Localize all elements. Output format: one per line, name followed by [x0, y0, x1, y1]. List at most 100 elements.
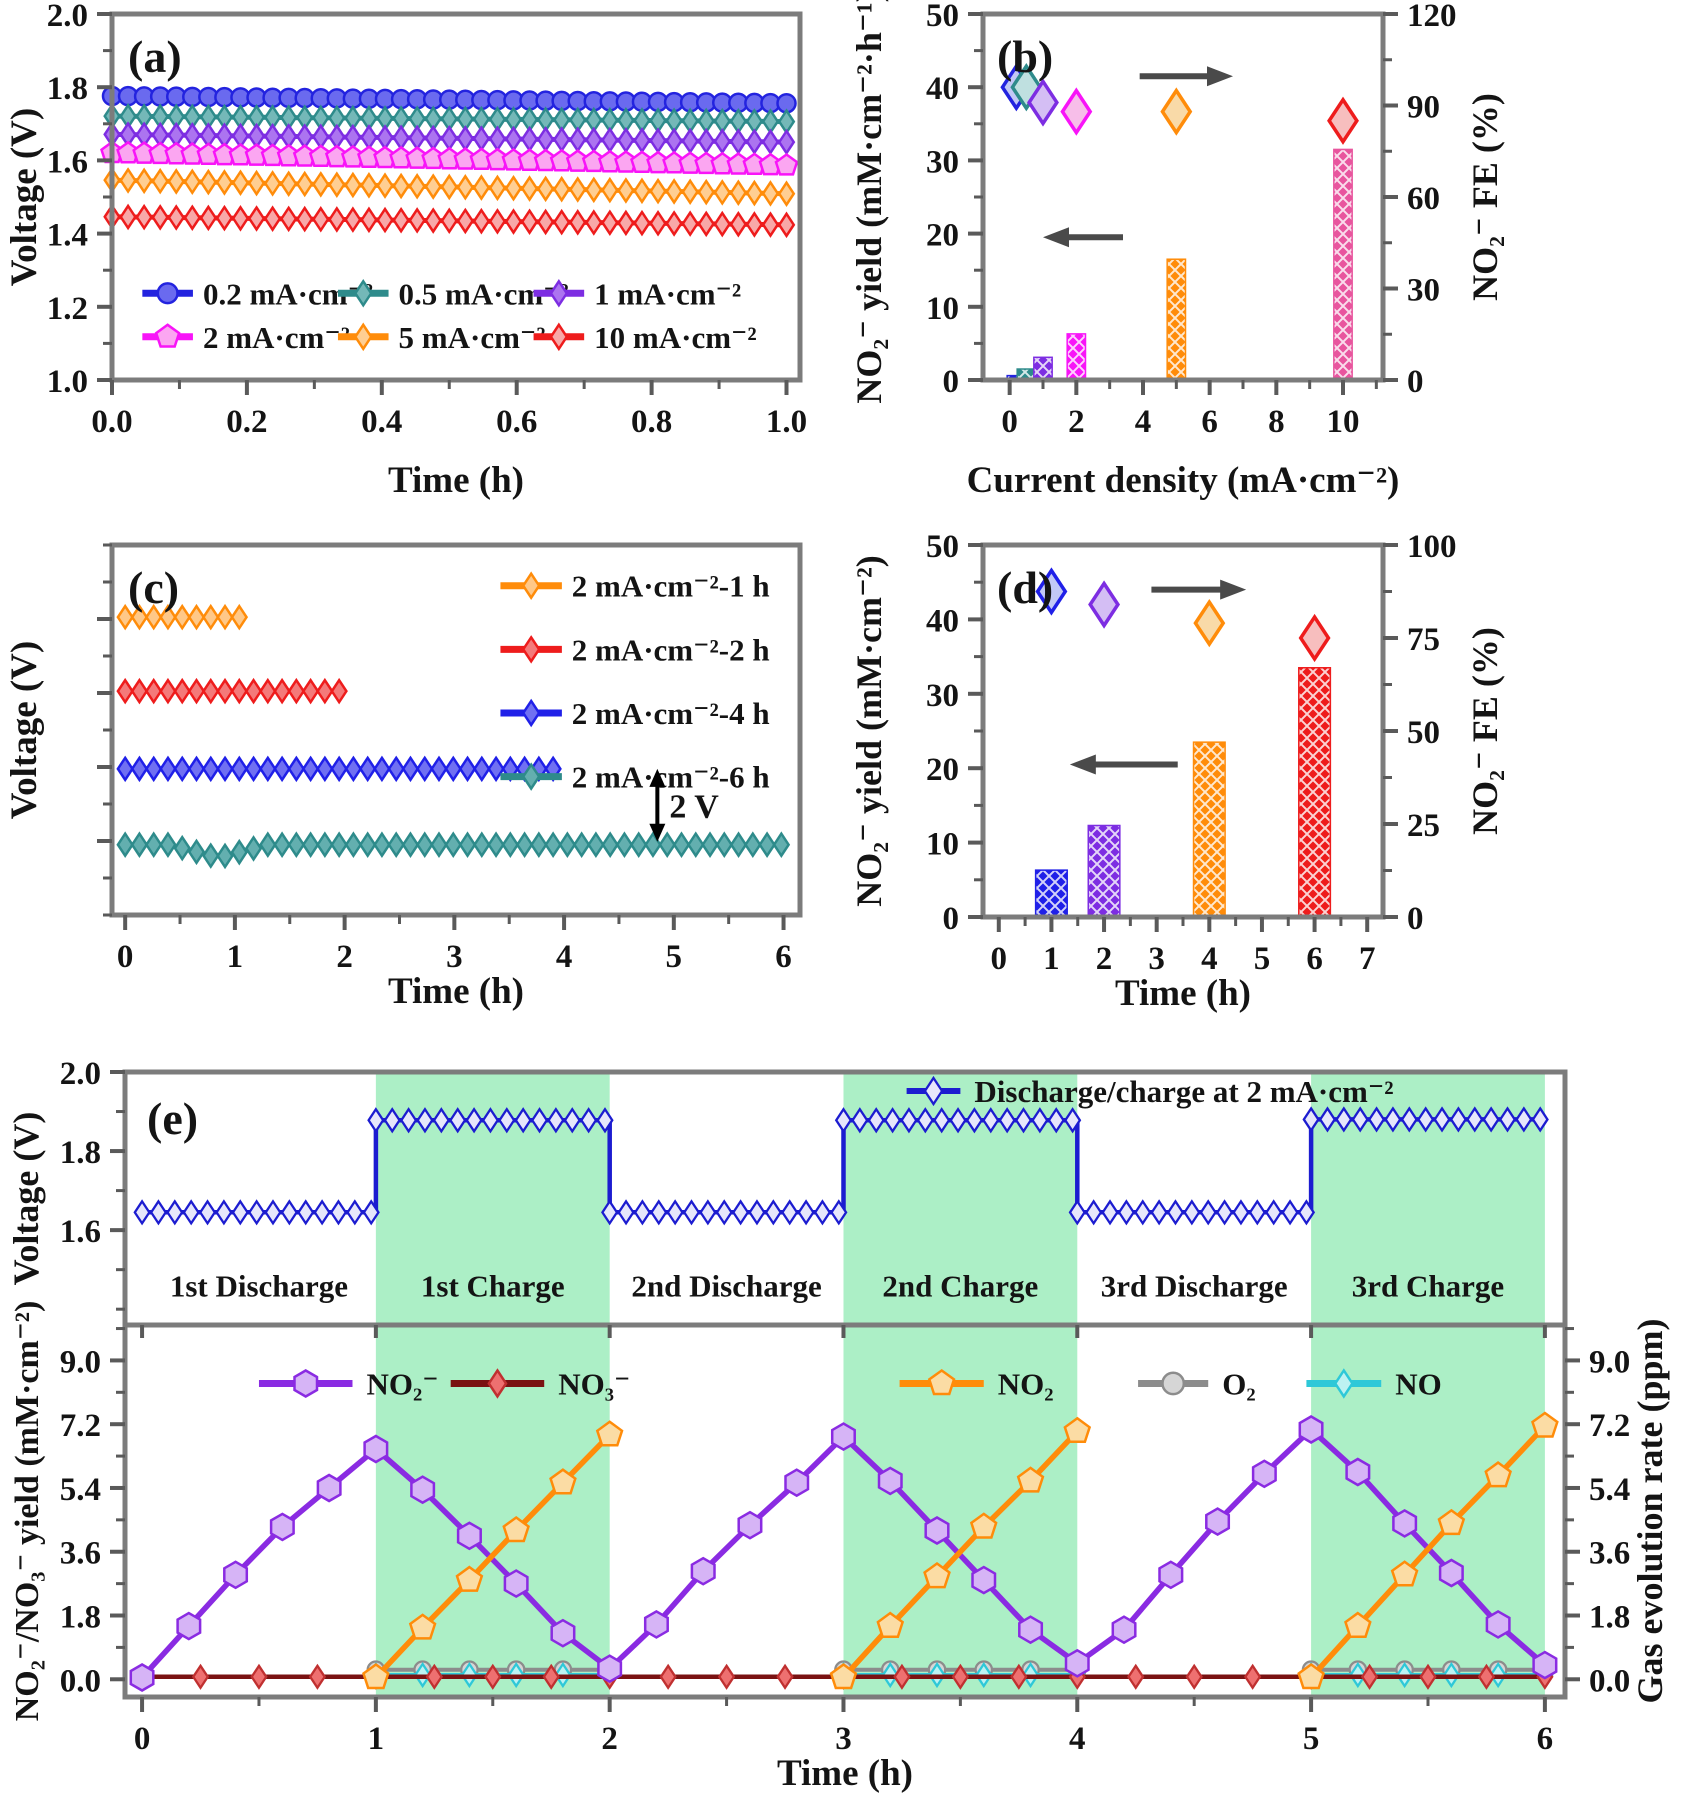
marker-diamond: [295, 205, 314, 233]
text-label: (a): [128, 31, 182, 82]
marker-diamond: [1417, 1106, 1435, 1133]
marker-diamond: [758, 831, 776, 858]
marker-diamond: [330, 831, 348, 858]
panel-c: 0 1 2 3 4 5 6 Time (h) Voltage (V) (c) 2 mA·cm⁻²-1…: [4, 542, 803, 1012]
marker-diamond: [672, 831, 691, 858]
marker-diamond: [585, 126, 603, 154]
marker-diamond: [487, 1368, 508, 1399]
marker-diamond: [173, 755, 191, 783]
marker-diamond: [549, 322, 569, 352]
marker-diamond: [247, 205, 266, 232]
text-label: 2: [336, 939, 353, 975]
marker-diamond: [216, 603, 234, 631]
voltage-series: [133, 1106, 1549, 1226]
marker-diamond: [1014, 1107, 1033, 1134]
text-label: 5.4: [1589, 1472, 1630, 1508]
text-label: 5.4: [60, 1472, 101, 1508]
series-0.2 mA·cm⁻²: [101, 85, 797, 114]
marker-diamond: [373, 755, 391, 783]
marker-pentagon: [1063, 1416, 1092, 1444]
marker-diamond: [520, 208, 539, 236]
marker-diamond: [563, 1107, 581, 1134]
text-label: Voltage (V): [4, 641, 45, 819]
marker-diamond: [504, 174, 523, 202]
marker-diamond: [1482, 1106, 1500, 1133]
marker-diamond: [144, 603, 163, 631]
text-label: 2 mA·cm⁻²: [203, 320, 350, 355]
marker-diamond: [301, 755, 320, 783]
marker-diamond: [520, 125, 539, 153]
marker-diamond: [440, 124, 459, 152]
marker-diamond: [116, 677, 134, 705]
y-axis-ticks: 0 10 20 30 40 50: [926, 529, 983, 937]
text-label: 0: [943, 901, 960, 937]
text-label: 120: [1407, 0, 1457, 34]
legend: 2 mA·cm⁻²-1 h 2 mA·cm⁻²-2 h 2 mA·cm⁻²-4 h 2…: [500, 569, 770, 795]
text-label: 90: [1407, 90, 1440, 126]
marker-diamond: [481, 1107, 500, 1134]
text-label: 7.2: [1589, 1408, 1630, 1444]
marker-diamond: [587, 831, 605, 858]
marker-diamond: [883, 1107, 902, 1134]
marker-diamond: [130, 603, 149, 631]
marker-diamond: [415, 831, 434, 858]
text-label: 1.0: [766, 404, 807, 440]
marker-diamond: [568, 209, 587, 236]
arrow-annotation: [1151, 579, 1247, 600]
marker-diamond: [1327, 96, 1359, 145]
marker-diamond: [247, 169, 266, 197]
text-label: 2nd Discharge: [631, 1269, 821, 1304]
text-label: 0.0: [1589, 1663, 1630, 1699]
marker-diamond: [308, 1663, 327, 1690]
marker-diamond: [1297, 1199, 1316, 1226]
text-label: 30: [926, 144, 959, 180]
marker-diamond: [119, 203, 137, 231]
marker-diamond: [376, 124, 394, 151]
text-label: 5: [1303, 1721, 1320, 1757]
text-label: 10 mA·cm⁻²: [594, 320, 757, 355]
marker-diamond: [1199, 1199, 1217, 1226]
marker-diamond: [344, 206, 362, 233]
marker-diamond: [187, 838, 206, 866]
marker-diamond: [777, 180, 796, 207]
marker-diamond: [135, 167, 153, 195]
marker-diamond: [697, 210, 715, 238]
marker-hexagon: [597, 1654, 623, 1684]
x-axis-ticks: 0 1 2 3 4 5 6: [134, 1697, 1553, 1757]
marker-diamond: [187, 677, 206, 705]
marker-diamond: [1085, 1199, 1103, 1226]
marker-hexagon: [1532, 1650, 1558, 1680]
marker-diamond: [579, 1107, 598, 1134]
text-label: 3.6: [1589, 1536, 1630, 1572]
text-label: 6: [1537, 1721, 1554, 1757]
text-label: 10: [926, 291, 959, 327]
text-label: 1: [1043, 941, 1060, 977]
arrow-annotation: [1139, 66, 1233, 87]
text-label: NO₂: [998, 1366, 1054, 1401]
marker-diamond: [231, 205, 250, 232]
text-label: 1: [368, 1721, 385, 1757]
marker-diamond: [215, 169, 234, 196]
marker-diamond: [201, 842, 220, 869]
marker-diamond: [360, 206, 378, 234]
marker-diamond: [649, 210, 667, 237]
marker-hexagon: [503, 1569, 529, 1599]
text-label: Current density (mA·cm⁻²): [967, 460, 1400, 501]
marker-diamond: [617, 177, 635, 204]
marker-pentagon: [876, 1611, 905, 1638]
marker-diamond: [681, 210, 699, 237]
marker-diamond: [346, 1199, 364, 1226]
arrow-annotation: [1043, 227, 1123, 248]
marker-diamond: [279, 205, 298, 233]
series-2 mA·cm⁻²: [100, 140, 799, 176]
marker-diamond: [130, 677, 149, 705]
marker-diamond: [536, 175, 555, 203]
marker-diamond: [330, 755, 348, 783]
fe-diamonds: [1000, 63, 1359, 145]
marker-diamond: [144, 677, 163, 705]
text-label: (b): [997, 31, 1053, 82]
marker-diamond: [665, 210, 683, 237]
marker-diamond: [1232, 1199, 1250, 1226]
marker-diamond: [893, 1663, 911, 1690]
